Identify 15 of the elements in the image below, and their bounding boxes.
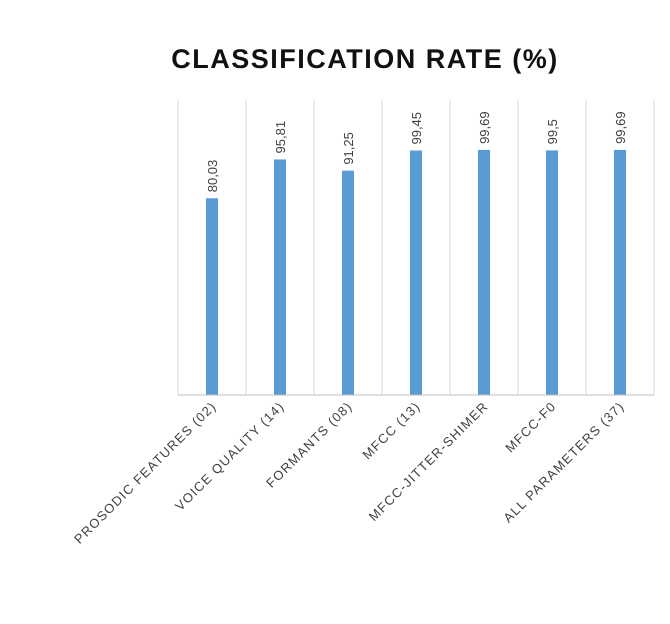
- data-label: 99,45: [409, 112, 424, 145]
- bar: [478, 150, 490, 395]
- bar: [342, 170, 354, 395]
- chart-title: CLASSIFICATION RATE (%): [171, 44, 559, 74]
- bar: [614, 150, 626, 395]
- data-label: 95,81: [273, 120, 288, 154]
- data-label: 99,69: [477, 111, 492, 144]
- bar: [546, 150, 558, 395]
- data-label: 99,5: [545, 119, 560, 144]
- data-label: 99,69: [613, 111, 628, 144]
- bar: [206, 198, 218, 395]
- data-label: 91,25: [341, 132, 356, 165]
- bar: [274, 159, 286, 395]
- bar: [410, 150, 422, 395]
- data-label: 80,03: [205, 160, 220, 192]
